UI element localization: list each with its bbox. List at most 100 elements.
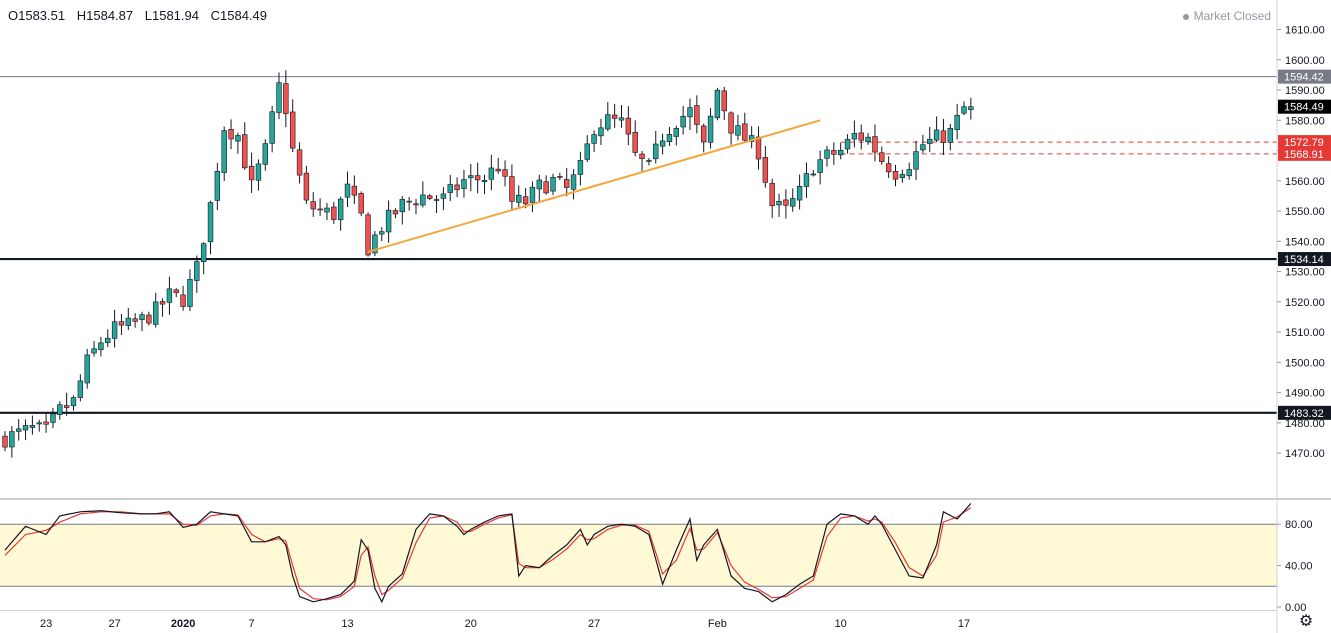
candle-body[interactable] <box>358 193 364 214</box>
candle-body[interactable] <box>235 135 241 142</box>
price-axis[interactable]: 1610.001600.001590.001580.001570.001560.… <box>1276 0 1331 633</box>
candle-body[interactable] <box>687 107 693 118</box>
candle-body[interactable] <box>214 171 221 201</box>
candle-body[interactable] <box>36 422 42 425</box>
candle-body[interactable] <box>673 128 680 137</box>
candle-body[interactable] <box>22 425 29 431</box>
candle-body[interactable] <box>557 176 563 178</box>
candle-body[interactable] <box>132 318 138 322</box>
candle-body[interactable] <box>139 314 145 321</box>
candle-body[interactable] <box>543 181 549 194</box>
candle-body[interactable] <box>790 198 796 207</box>
candle-body[interactable] <box>221 130 227 173</box>
candle-body[interactable] <box>776 201 782 206</box>
candle-body[interactable] <box>461 179 467 189</box>
candle-body[interactable] <box>707 115 714 143</box>
candle-body[interactable] <box>70 397 77 407</box>
candle-body[interactable] <box>584 143 590 160</box>
candle-body[interactable] <box>940 130 947 143</box>
candle-body[interactable] <box>605 114 611 130</box>
candle-body[interactable] <box>563 179 570 188</box>
candle-body[interactable] <box>399 199 405 213</box>
candle-body[interactable] <box>769 182 775 207</box>
candle-body[interactable] <box>694 105 700 125</box>
candle-body[interactable] <box>639 153 645 159</box>
candle-body[interactable] <box>755 136 762 160</box>
candle-body[interactable] <box>824 149 830 159</box>
candle-body[interactable] <box>632 131 638 153</box>
candle-body[interactable] <box>591 134 597 144</box>
candle-body[interactable] <box>153 301 159 325</box>
candle-body[interactable] <box>851 133 858 140</box>
candle-body[interactable] <box>447 184 453 193</box>
candle-body[interactable] <box>50 413 56 423</box>
candle-body[interactable] <box>550 176 556 192</box>
candle-body[interactable] <box>913 151 919 170</box>
candle-body[interactable] <box>98 342 104 351</box>
candle-body[interactable] <box>440 193 447 199</box>
candle-body[interactable] <box>659 140 666 147</box>
candle-body[interactable] <box>276 82 282 113</box>
candle-body[interactable] <box>351 185 358 196</box>
candle-body[interactable] <box>961 106 967 114</box>
candle-body[interactable] <box>269 111 275 144</box>
candle-body[interactable] <box>84 354 90 384</box>
candle-body[interactable] <box>474 175 481 181</box>
candle-body[interactable] <box>837 149 844 156</box>
candle-body[interactable] <box>865 136 871 143</box>
candle-body[interactable] <box>831 150 837 155</box>
candle-body[interactable] <box>653 143 659 160</box>
candle-body[interactable] <box>105 337 111 344</box>
candle-body[interactable] <box>714 89 721 119</box>
candle-body[interactable] <box>927 138 933 144</box>
candle-body[interactable] <box>111 321 118 339</box>
candle-body[interactable] <box>879 152 885 162</box>
candle-body[interactable] <box>187 279 193 307</box>
time-axis[interactable]: 23 27 2020 7 13 20 27 Feb 10 17 <box>0 610 1277 631</box>
candle-body[interactable] <box>803 173 810 187</box>
candle-body[interactable] <box>379 231 385 235</box>
candle-body[interactable] <box>262 143 268 165</box>
candle-body[interactable] <box>344 183 351 198</box>
candle-body[interactable] <box>762 157 769 183</box>
candle-body[interactable] <box>529 186 536 203</box>
candle-body[interactable] <box>9 431 15 448</box>
candle-body[interactable] <box>495 168 501 172</box>
candle-body[interactable] <box>228 129 234 140</box>
candle-body[interactable] <box>289 111 296 149</box>
candle-body[interactable] <box>947 128 954 143</box>
candle-body[interactable] <box>317 208 323 211</box>
candle-body[interactable] <box>331 206 337 220</box>
candle-body[interactable] <box>242 134 248 169</box>
candle-body[interactable] <box>392 210 399 215</box>
candle-body[interactable] <box>159 301 166 305</box>
candle-body[interactable] <box>413 203 419 206</box>
candle-body[interactable] <box>255 163 262 181</box>
candle-body[interactable] <box>454 184 460 190</box>
candle-body[interactable] <box>200 243 207 262</box>
candle-body[interactable] <box>728 112 734 134</box>
candle-body[interactable] <box>406 200 412 203</box>
candle-body[interactable] <box>892 171 899 180</box>
candle-body[interactable] <box>481 180 488 183</box>
trendline[interactable] <box>367 119 821 253</box>
candle-body[interactable] <box>365 214 371 256</box>
candle-body[interactable] <box>337 198 344 221</box>
candle-body[interactable] <box>194 261 200 281</box>
candle-body[interactable] <box>372 234 378 254</box>
candle-body[interactable] <box>324 207 330 213</box>
candle-body[interactable] <box>118 321 125 326</box>
candle-body[interactable] <box>488 167 495 180</box>
candle-body[interactable] <box>63 405 70 408</box>
candle-body[interactable] <box>954 114 960 131</box>
candle-body[interactable] <box>899 174 906 178</box>
candle-body[interactable] <box>742 123 748 141</box>
candle-body[interactable] <box>968 106 974 110</box>
candle-body[interactable] <box>666 134 673 142</box>
candle-body[interactable] <box>29 425 36 428</box>
candle-body[interactable] <box>680 116 686 128</box>
candle-body[interactable] <box>2 435 8 448</box>
candle-body[interactable] <box>844 138 851 150</box>
candle-body[interactable] <box>700 125 707 143</box>
